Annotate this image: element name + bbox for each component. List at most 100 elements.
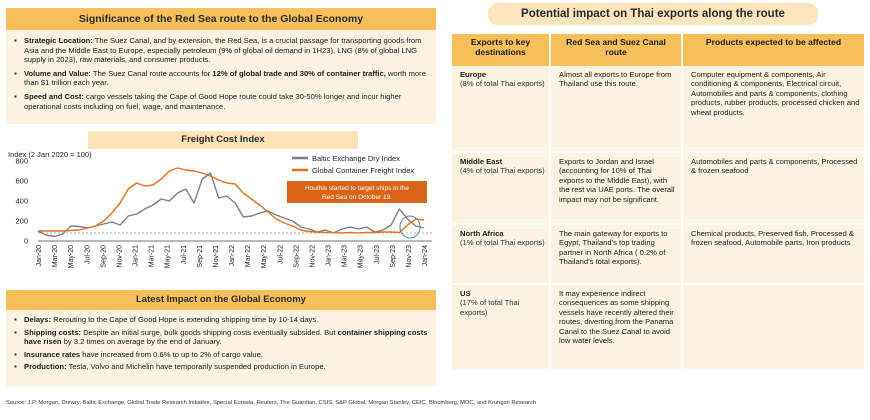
thai-exports-table: Exports to key destinations Red Sea and … <box>452 34 864 371</box>
series-line-bdi <box>37 172 425 238</box>
region-name: North Africa <box>460 229 504 238</box>
x-tick-label: Sep-23 <box>390 245 397 268</box>
freight-cost-chart: Index (2 Jan 2020 = 100) Baltic Exchange… <box>8 150 432 268</box>
bullet-label: Speed and Cost: <box>24 91 84 101</box>
table-row: Europe (8% of total Thai exports) Almost … <box>452 66 864 153</box>
x-tick-label: Jan-22 <box>229 245 236 267</box>
source-note: Source: J.P. Morgan, Drewry, Baltic Exch… <box>6 400 537 406</box>
products-cell <box>681 284 864 371</box>
destination-cell: Europe (8% of total Thai exports) <box>452 66 550 153</box>
bullet-text: Rerouting to the Cape of Good Hope is ex… <box>51 315 319 324</box>
x-tick-label: Jan-21 <box>133 245 140 267</box>
route-cell: It may experience indirect consequences … <box>549 284 682 371</box>
y-tick-label: 200 <box>15 217 28 226</box>
region-name: Europe <box>460 70 487 79</box>
products-cell: Chemical products, Preserved fish, Proce… <box>681 224 864 285</box>
houthi-annotation-line2: Red Sea on October 19. <box>322 194 392 201</box>
column-header-products: Products expected to be affected <box>681 34 864 66</box>
x-tick-label: Sep-20 <box>100 245 107 268</box>
bullet-text: cargo vessels taking the Cape of Good Ho… <box>24 91 402 111</box>
bullet-text: worth more than $1 trillion each year. <box>24 68 426 88</box>
region-share: (1% of total Thai exports) <box>460 238 545 248</box>
x-tick-label: May-23 <box>358 245 365 268</box>
route-cell: Exports to Jordan and Israel (accounting… <box>549 152 682 225</box>
bullet-label: Volume and Value: <box>24 68 91 78</box>
y-tick-label: 800 <box>15 157 28 166</box>
x-tick-label: Jan-24 <box>422 245 429 267</box>
bullet-label: Insurance rates <box>24 349 81 359</box>
x-tick-label: Nov-21 <box>213 245 220 268</box>
region-share: (4% of total Thai exports) <box>460 166 545 176</box>
x-tick-label: Mar-21 <box>149 245 156 267</box>
houthi-annotation-line1: Houthis started to target ships in the <box>305 185 409 192</box>
destination-cell: Middle East (4% of total Thai exports) <box>452 152 550 225</box>
bullet-label: Shipping costs: <box>24 327 81 337</box>
bullet-text: The Suez Canal route accounts for <box>90 68 213 78</box>
x-axis: Jan-20 Mar-20 May-20 Jul-20 Sep-20 Nov-20 Jan-… <box>36 240 432 268</box>
legend-label-gcfi: Global Container Freight Index <box>312 166 414 175</box>
bullet-text: Tesla, Volvo and Michelin have temporari… <box>66 362 326 372</box>
bullet-text: Despite an initial surge, bulk goods shi… <box>80 327 338 337</box>
column-header-destination: Exports to key destinations <box>452 34 550 66</box>
route-cell: The main gateway for exports to Egypt, T… <box>549 224 682 285</box>
x-tick-label: Jan-20 <box>36 245 43 267</box>
x-tick-label: Nov-20 <box>116 245 123 268</box>
houthi-annotation-box <box>287 181 427 203</box>
table-row: Middle East (4% of total Thai exports) Ex… <box>452 152 864 225</box>
chart-lines <box>37 167 425 238</box>
x-tick-label: Jul-22 <box>277 245 284 264</box>
x-tick-label: Nov-23 <box>406 245 413 268</box>
x-tick-label: Jul-20 <box>84 245 91 264</box>
table-header-row: Exports to key destinations Red Sea and … <box>452 34 864 66</box>
region-name: US <box>460 289 471 298</box>
bullet-label: Strategic Location: <box>24 36 93 45</box>
x-tick-label: May-22 <box>261 245 268 268</box>
latest-impact-header: Latest Impact on the Global Economy <box>6 290 436 310</box>
legend-label-bdi: Baltic Exchange Dry Index <box>312 154 400 163</box>
bullet-text: by 3.2 times on average by the end of Ja… <box>61 337 222 347</box>
y-tick-label: 600 <box>15 177 28 186</box>
products-cell: Automobiles and parts & components, Proc… <box>681 152 864 225</box>
region-share: (8% of total Thai exports) <box>460 79 545 89</box>
bullet-emphasis: container shipping costs have risen <box>24 327 428 347</box>
bullet-label: Delays: <box>24 315 52 324</box>
bullet-label: Production: <box>24 362 67 372</box>
column-header-route: Red Sea and Suez Canal route <box>549 34 682 66</box>
destination-cell: North Africa (1% of total Thai exports) <box>452 224 550 285</box>
bullet-emphasis: 12% of global trade and 30% of container… <box>212 68 386 78</box>
latest-bullet: Insurance rates have increased from 0.6%… <box>14 350 428 360</box>
x-tick-label: Jan-23 <box>326 245 333 267</box>
series-line-gcfi <box>38 167 425 234</box>
x-tick-label: Sep-22 <box>293 245 300 268</box>
freight-cost-header: Freight Cost Index <box>88 131 358 149</box>
significance-bullet: Volume and Value: The Suez Canal route a… <box>14 69 428 88</box>
significance-header: Significance of the Red Sea route to the… <box>6 8 436 30</box>
y-tick-label: 400 <box>15 197 28 206</box>
x-tick-label: Mar-20 <box>52 245 59 267</box>
x-tick-label: May-21 <box>165 245 172 268</box>
region-name: Middle East <box>460 157 503 166</box>
significance-bullet: Speed and Cost: cargo vessels taking the… <box>14 92 428 111</box>
y-tick-label: 0 <box>24 237 28 246</box>
y-axis: 0 200 400 600 800 <box>15 157 28 246</box>
significance-panel: Strategic Location: The Suez Canal, and … <box>6 30 436 124</box>
significance-bullet: Strategic Location: The Suez Canal, and … <box>14 36 428 65</box>
table-row: US (17% of total Thai exports) It may exp… <box>452 284 864 371</box>
houthi-highlight-circle <box>399 215 421 239</box>
thai-exports-title: Potential impact on Thai exports along t… <box>488 3 818 25</box>
latest-bullet: Delays: Rerouting to the Cape of Good Ho… <box>14 315 428 325</box>
chart-unit-label: Index (2 Jan 2020 = 100) <box>8 150 92 159</box>
x-tick-label: May-20 <box>68 245 75 268</box>
chart-legend: Baltic Exchange Dry Index Global Contain… <box>292 154 414 175</box>
latest-bullet: Production: Tesla, Volvo and Michelin ha… <box>14 362 428 372</box>
x-tick-label: Jul-21 <box>181 245 188 264</box>
bullet-text: have increased from 0.6% to up to 2% of … <box>80 349 263 359</box>
latest-impact-panel: Delays: Rerouting to the Cape of Good Ho… <box>6 310 436 386</box>
table-row: North Africa (1% of total Thai exports) T… <box>452 224 864 285</box>
route-cell: Almost all exports to Europe from Thaila… <box>549 66 682 153</box>
x-tick-label: Mar-22 <box>245 245 252 267</box>
destination-cell: US (17% of total Thai exports) <box>452 284 550 371</box>
x-tick-label: Nov-22 <box>309 245 316 268</box>
bullet-text: The Suez Canal, and by extension, the Re… <box>24 36 422 65</box>
x-tick-label: Mar-23 <box>342 245 349 267</box>
